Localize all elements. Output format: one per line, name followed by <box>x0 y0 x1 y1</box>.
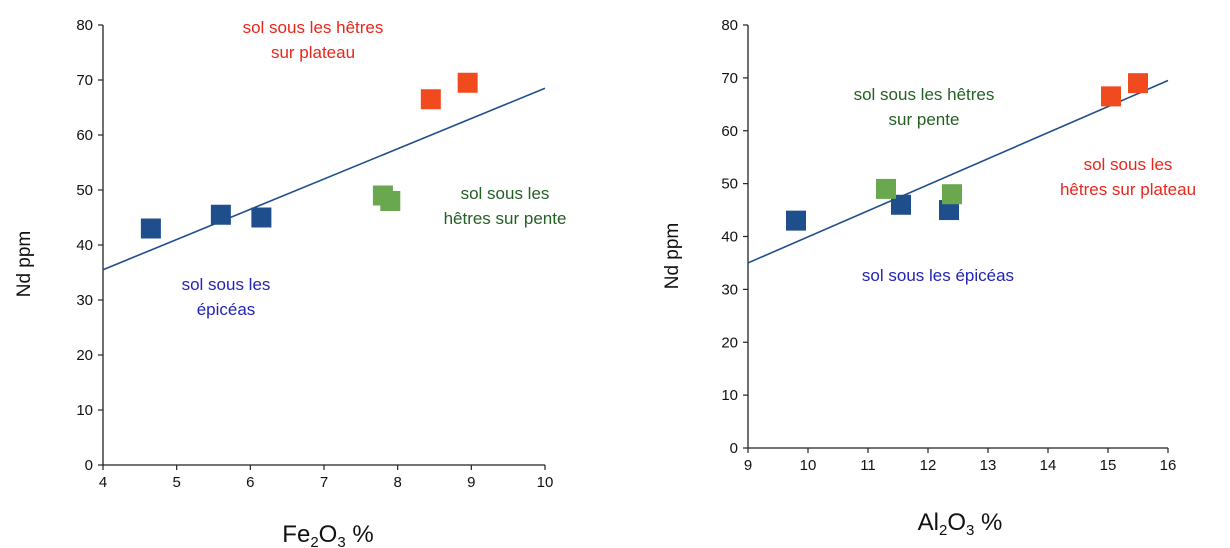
al2o3-trendline <box>747 79 1169 264</box>
svg-text:sur plateau: sur plateau <box>271 43 355 62</box>
fe2o3-point-series-0 <box>210 204 231 225</box>
chart-fe2o3-ylabel: Nd ppm <box>14 231 35 298</box>
al2o3-x-tick-label: 16 <box>1160 457 1177 474</box>
fe2o3-y-tick-label: 30 <box>76 292 93 309</box>
fe2o3-point-series-2 <box>457 72 478 93</box>
al2o3-y-tick-label: 60 <box>721 123 738 140</box>
svg-text:sol sous les hêtres: sol sous les hêtres <box>854 85 995 104</box>
fe2o3-x-tick-label: 6 <box>246 474 254 491</box>
svg-text:sol sous les: sol sous les <box>461 184 550 203</box>
chart-fe2o3: 0 10 20 30 40 50 60 70 80 4 5 6 7 8 9 10 Nd ppm Fe2O3 %… <box>14 17 567 548</box>
fe2o3-x-tick-label: 5 <box>172 474 180 491</box>
fe2o3-y-tick-label: 60 <box>76 127 93 144</box>
al2o3-y-tick-label: 0 <box>730 440 738 457</box>
svg-text:sol sous les: sol sous les <box>1084 155 1173 174</box>
fe2o3-x-tick-label: 10 <box>537 474 554 491</box>
fe2o3-point-series-2 <box>420 89 441 110</box>
fe2o3-y-tick-label: 50 <box>76 182 93 199</box>
fe2o3-y-tick-label: 10 <box>76 402 93 419</box>
svg-text:sol sous les: sol sous les <box>182 275 271 294</box>
al2o3-point-series-1 <box>942 184 962 205</box>
al2o3-y-tick-label: 30 <box>721 281 738 298</box>
al2o3-x-tick-label: 14 <box>1040 457 1057 474</box>
svg-text:hêtres sur plateau: hêtres sur plateau <box>1060 180 1196 199</box>
al2o3-point-series-0 <box>891 194 911 215</box>
al2o3-point-series-1 <box>876 178 896 199</box>
chart-al2o3-marks: 0 10 20 30 40 50 60 70 80 9 10 11 12 13 14 15 16 <box>721 17 1176 474</box>
al2o3-point-series-2 <box>1101 86 1121 107</box>
svg-text:épicéas: épicéas <box>197 300 256 319</box>
al2o3-y-tick-label: 10 <box>721 387 738 404</box>
al2o3-y-tick-label: 40 <box>721 229 738 246</box>
annotation-epiceas: sol sous les épicéas <box>862 266 1014 285</box>
fe2o3-point-series-1 <box>380 191 401 211</box>
chart-al2o3-ylabel: Nd ppm <box>662 223 683 290</box>
fe2o3-y-tick-label: 0 <box>85 457 93 474</box>
fe2o3-x-tick-label: 4 <box>99 474 107 491</box>
fe2o3-x-tick-label: 9 <box>467 474 475 491</box>
al2o3-x-tick-label: 15 <box>1100 457 1117 474</box>
al2o3-x-tick-label: 13 <box>980 457 997 474</box>
annotation-epiceas: sol sous les épicéas <box>182 275 271 319</box>
fe2o3-y-tick-label: 80 <box>76 17 93 34</box>
fe2o3-y-tick-label: 70 <box>76 72 93 89</box>
al2o3-y-tick-label: 20 <box>721 334 738 351</box>
al2o3-point-series-2 <box>1128 73 1148 94</box>
svg-text:hêtres sur pente: hêtres sur pente <box>444 209 567 228</box>
annotation-hetres-plateau: sol sous les hêtres sur plateau <box>1060 155 1196 199</box>
annotation-hetres-pente: sol sous les hêtres sur pente <box>444 184 567 228</box>
fe2o3-y-tick-label: 40 <box>76 237 93 254</box>
al2o3-y-tick-label: 80 <box>721 17 738 34</box>
fe2o3-point-series-0 <box>140 218 161 239</box>
fe2o3-point-series-0 <box>251 207 272 228</box>
al2o3-x-tick-label: 11 <box>860 457 876 474</box>
chart-fe2o3-xlabel: Fe2O3 % <box>282 521 373 548</box>
al2o3-point-series-0 <box>939 200 959 221</box>
al2o3-x-tick-label: 9 <box>744 457 752 474</box>
al2o3-y-tick-label: 70 <box>721 70 738 87</box>
al2o3-y-tick-label: 50 <box>721 176 738 193</box>
fe2o3-trendline <box>102 87 546 271</box>
svg-text:sol sous les épicéas: sol sous les épicéas <box>862 266 1014 285</box>
annotation-hetres-plateau: sol sous les hêtres sur plateau <box>243 18 384 62</box>
fe2o3-x-tick-label: 7 <box>320 474 328 491</box>
chart-al2o3-xlabel: Al2O3 % <box>918 509 1003 539</box>
chart-fe2o3-marks: 0 10 20 30 40 50 60 70 80 4 5 6 7 8 9 10 <box>76 17 553 491</box>
fe2o3-y-tick-label: 20 <box>76 347 93 364</box>
fe2o3-x-tick-label: 8 <box>393 474 401 491</box>
svg-text:sur pente: sur pente <box>889 110 960 129</box>
svg-text:sol sous les hêtres: sol sous les hêtres <box>243 18 384 37</box>
al2o3-x-tick-label: 10 <box>800 457 817 474</box>
annotation-hetres-pente: sol sous les hêtres sur pente <box>854 85 995 129</box>
al2o3-point-series-0 <box>786 210 806 231</box>
al2o3-x-tick-label: 12 <box>920 457 937 474</box>
